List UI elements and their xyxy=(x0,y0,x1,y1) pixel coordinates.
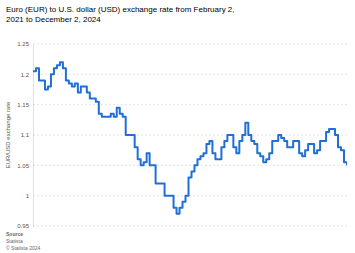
grid-line xyxy=(33,226,347,227)
y-tick: 1.15 xyxy=(17,102,33,108)
y-axis-title: EUR/USD exchange rate xyxy=(5,101,11,168)
y-tick: 1.25 xyxy=(17,41,33,47)
line xyxy=(33,62,347,214)
annotation: Source xyxy=(6,231,23,237)
grid xyxy=(33,44,347,226)
grid-line xyxy=(33,195,347,196)
grid-line xyxy=(33,104,347,105)
y-tick: 1.05 xyxy=(17,163,33,169)
grid-line xyxy=(33,165,347,166)
title-line: 2021 to December 2, 2024 xyxy=(6,15,101,24)
y-tick-label: 1.2 xyxy=(21,72,30,78)
grid-line xyxy=(33,135,347,136)
y-tick-label: 1.1 xyxy=(21,132,30,138)
y-tick: 1.1 xyxy=(21,132,33,138)
grid-line xyxy=(33,44,347,45)
chart: Euro (EUR) to U.S. dollar (USD) exchange… xyxy=(0,0,355,253)
title: Euro (EUR) to U.S. dollar (USD) exchange… xyxy=(6,5,235,24)
plot-area xyxy=(33,62,347,214)
annotation: Statista xyxy=(6,238,23,244)
y-tick: 0.95 xyxy=(17,223,33,229)
source: SourceStatista© Statista 2024 xyxy=(6,231,40,251)
title-line: Euro (EUR) to U.S. dollar (USD) exchange… xyxy=(6,5,235,14)
y-tick-label: 1.25 xyxy=(17,41,29,47)
y-tick-label: 1.05 xyxy=(17,163,29,169)
y-tick: 1 xyxy=(26,193,33,199)
y-tick-label: 1.15 xyxy=(17,102,29,108)
y-tick-label: 0.95 xyxy=(17,223,29,229)
grid-line xyxy=(33,74,347,75)
y-axis: 0.95 1 1.05 1.1 1.15 1.2 1.25 xyxy=(17,41,33,229)
y-tick: 1.2 xyxy=(21,72,33,78)
annotation: © Statista 2024 xyxy=(6,245,40,251)
y-tick-label: 1 xyxy=(26,193,30,199)
